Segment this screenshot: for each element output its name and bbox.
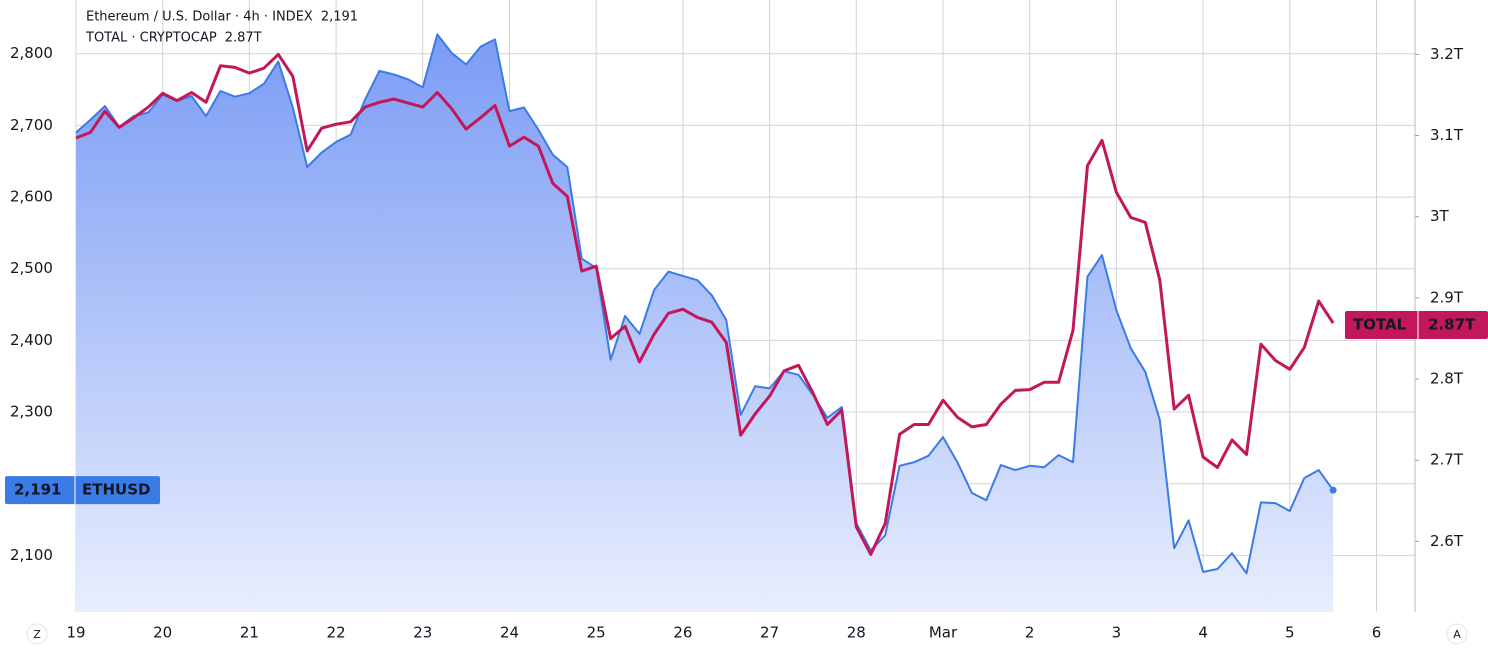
corner-button-label: A — [1453, 628, 1461, 641]
price-label-value: 2.87T — [1428, 316, 1476, 334]
legend-entry: TOTAL · CRYPTOCAP — [85, 31, 217, 46]
x-tick-label: 24 — [500, 624, 519, 642]
axes: 2,1002,2002,3002,4002,5002,6002,7002,800… — [5, 0, 1488, 645]
y2-tick-label: 3T — [1430, 207, 1450, 225]
price-label-name: TOTAL — [1353, 316, 1407, 334]
y-tick-label: 2,800 — [10, 44, 53, 62]
plot-area — [75, 33, 1337, 612]
x-tick-label: Mar — [929, 624, 958, 642]
y-tick-label: 2,600 — [10, 188, 53, 206]
y-tick-label: 2,400 — [10, 331, 53, 349]
x-tick-label: 4 — [1198, 624, 1208, 642]
corner-button[interactable] — [26, 623, 48, 645]
x-tick-label: 3 — [1112, 624, 1122, 642]
y2-tick-label: 2.9T — [1430, 288, 1464, 306]
y-tick-label: 2,500 — [10, 259, 53, 277]
x-tick-label: 22 — [327, 624, 346, 642]
legend-value: 2,191 — [321, 10, 358, 25]
area — [76, 34, 1334, 612]
corner-button[interactable] — [1446, 623, 1468, 645]
y-tick-label: 2,700 — [10, 116, 53, 134]
y2-tick-label: 2.7T — [1430, 451, 1464, 469]
x-tick-label: 5 — [1285, 624, 1295, 642]
y-tick-label: 2,100 — [10, 546, 53, 564]
last-point — [1329, 486, 1337, 494]
x-tick-label: 25 — [587, 624, 606, 642]
x-tick-label: 19 — [66, 624, 85, 642]
corner-button-label: Z — [33, 628, 41, 641]
y2-tick-label: 2.8T — [1430, 370, 1464, 388]
price-label-box — [1345, 311, 1488, 340]
x-tick-label: 20 — [153, 624, 172, 642]
x-tick-label: 28 — [847, 624, 866, 642]
legend-value: 2.87T — [225, 31, 262, 46]
price-label-value: 2,191 — [14, 481, 61, 499]
price-label-box — [5, 476, 160, 505]
x-tick-label: 27 — [760, 624, 779, 642]
y2-tick-label: 2.6T — [1430, 532, 1464, 550]
line — [75, 33, 1334, 575]
price-label-name: ETHUSD — [82, 481, 150, 499]
x-tick-label: 6 — [1372, 624, 1382, 642]
x-tick-label: 21 — [240, 624, 259, 642]
x-tick-label: 2 — [1025, 624, 1035, 642]
y2-tick-label: 3.1T — [1430, 126, 1464, 144]
line — [75, 52, 1335, 556]
x-tick-label: 26 — [673, 624, 692, 642]
y2-tick-label: 3.2T — [1430, 45, 1464, 63]
x-tick-label: 23 — [413, 624, 432, 642]
y-tick-label: 2,300 — [10, 403, 53, 421]
legend-entry: Ethereum / U.S. Dollar · 4h · INDEX — [86, 10, 313, 25]
